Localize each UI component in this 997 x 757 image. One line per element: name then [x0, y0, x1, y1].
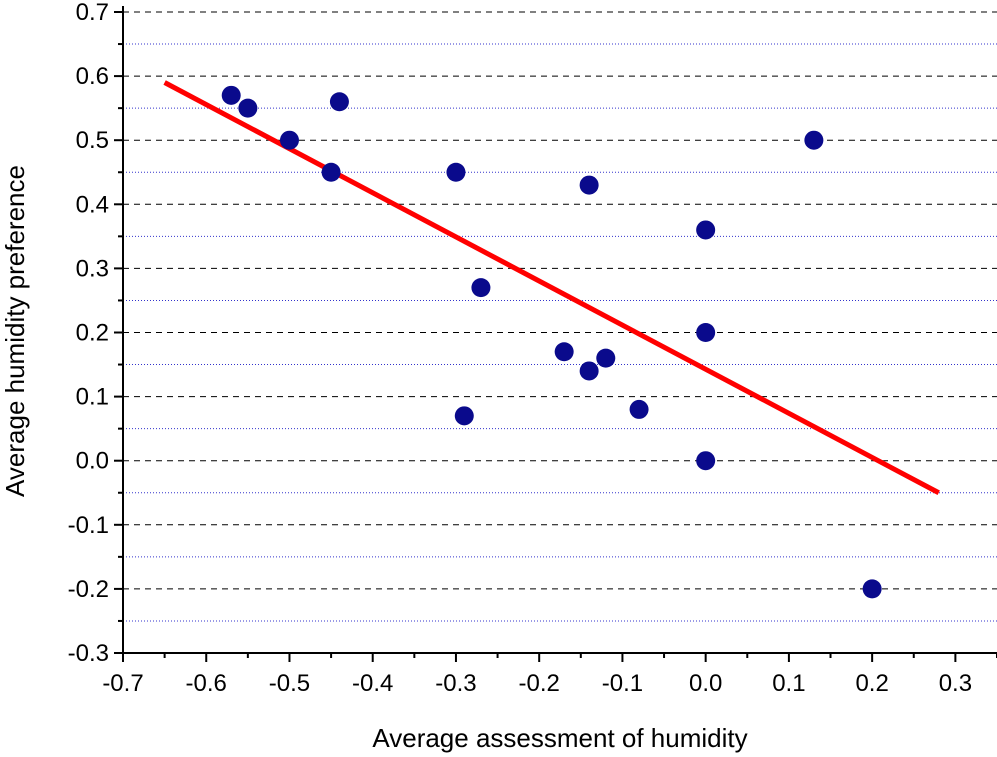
- data-point: [696, 323, 716, 342]
- tick-marks: [114, 11, 997, 662]
- x-tick-label: -0.4: [352, 670, 393, 697]
- data-point: [696, 451, 716, 471]
- y-tick-label: 0.1: [76, 384, 109, 411]
- y-tick-label: 0.7: [76, 0, 109, 26]
- data-point: [321, 162, 341, 182]
- regression-line-layer: [163, 80, 940, 495]
- x-tick-label: -0.5: [269, 670, 310, 697]
- data-point: [454, 406, 474, 426]
- x-tick-label: 0.0: [689, 670, 722, 697]
- data-point: [238, 98, 258, 118]
- data-point: [696, 220, 716, 240]
- y-tick-label: 0.3: [76, 255, 109, 282]
- x-tick-label: 0.2: [855, 670, 888, 697]
- y-tick-label: -0.2: [68, 576, 109, 603]
- data-points: [221, 85, 882, 599]
- data-point: [804, 130, 824, 150]
- x-tick-label: 0.3: [939, 670, 972, 697]
- data-point: [471, 278, 491, 298]
- y-axis-title: Average humidity preference: [0, 165, 30, 497]
- data-point: [596, 348, 616, 368]
- y-tick-label: 0.5: [76, 127, 109, 154]
- x-tick-label: -0.2: [519, 670, 560, 697]
- y-tick-label: 0.2: [76, 320, 109, 347]
- y-tick-label: 0.4: [76, 191, 109, 218]
- y-tick-labels: 0.7 0.6 0.5 0.4 0.3 0.2 0.1 0.0 -0.1 -0.2 -0.3: [68, 0, 109, 667]
- axes: [122, 6, 997, 654]
- x-tick-label: -0.1: [602, 670, 643, 697]
- x-tick-label: 0.1: [772, 670, 805, 697]
- data-point: [579, 175, 599, 195]
- data-point: [554, 342, 574, 362]
- x-tick-label: -0.7: [102, 670, 143, 697]
- x-axis-title: Average assessment of humidity: [372, 723, 747, 753]
- y-tick-label: 0.0: [76, 448, 109, 475]
- x-tick-label: -0.3: [435, 670, 476, 697]
- data-point: [862, 579, 882, 599]
- data-point: [579, 361, 599, 381]
- data-point: [279, 130, 299, 150]
- data-point: [629, 399, 649, 419]
- x-tick-label: -0.6: [186, 670, 227, 697]
- x-tick-labels: -0.7 -0.6 -0.5 -0.4 -0.3 -0.2 -0.1 0.0 0.1 0.2 0.3: [102, 670, 972, 697]
- data-point: [329, 92, 349, 112]
- y-tick-label: -0.1: [68, 512, 109, 539]
- y-tick-label: 0.6: [76, 63, 109, 90]
- data-point: [221, 85, 241, 105]
- data-point: [446, 162, 466, 182]
- regression-line: [163, 80, 940, 495]
- grid-lines: [123, 11, 997, 622]
- y-tick-label: -0.3: [68, 640, 109, 667]
